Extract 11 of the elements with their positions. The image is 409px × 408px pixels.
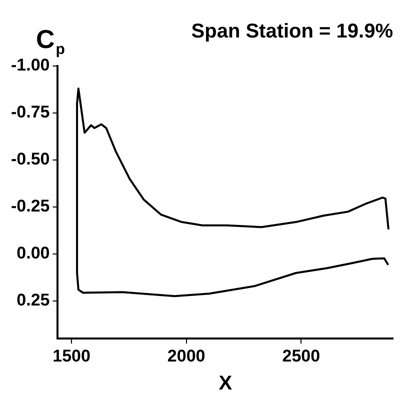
x-tick-label: 2500: [282, 346, 320, 366]
y-tick-label: -0.50: [11, 150, 50, 169]
chart-title: Span Station = 19.9%: [191, 20, 394, 43]
x-axis-title: X: [218, 372, 233, 395]
y-tick-label: -0.25: [11, 196, 50, 216]
y-tick-label: -1.00: [11, 56, 50, 75]
x-tick-label: 2000: [167, 346, 206, 366]
y-tick-label: 0.25: [16, 290, 50, 310]
y-tick-label: -0.75: [11, 102, 50, 122]
x-tick-label: 1500: [52, 346, 90, 366]
y-tick-label: 0.00: [16, 244, 50, 263]
